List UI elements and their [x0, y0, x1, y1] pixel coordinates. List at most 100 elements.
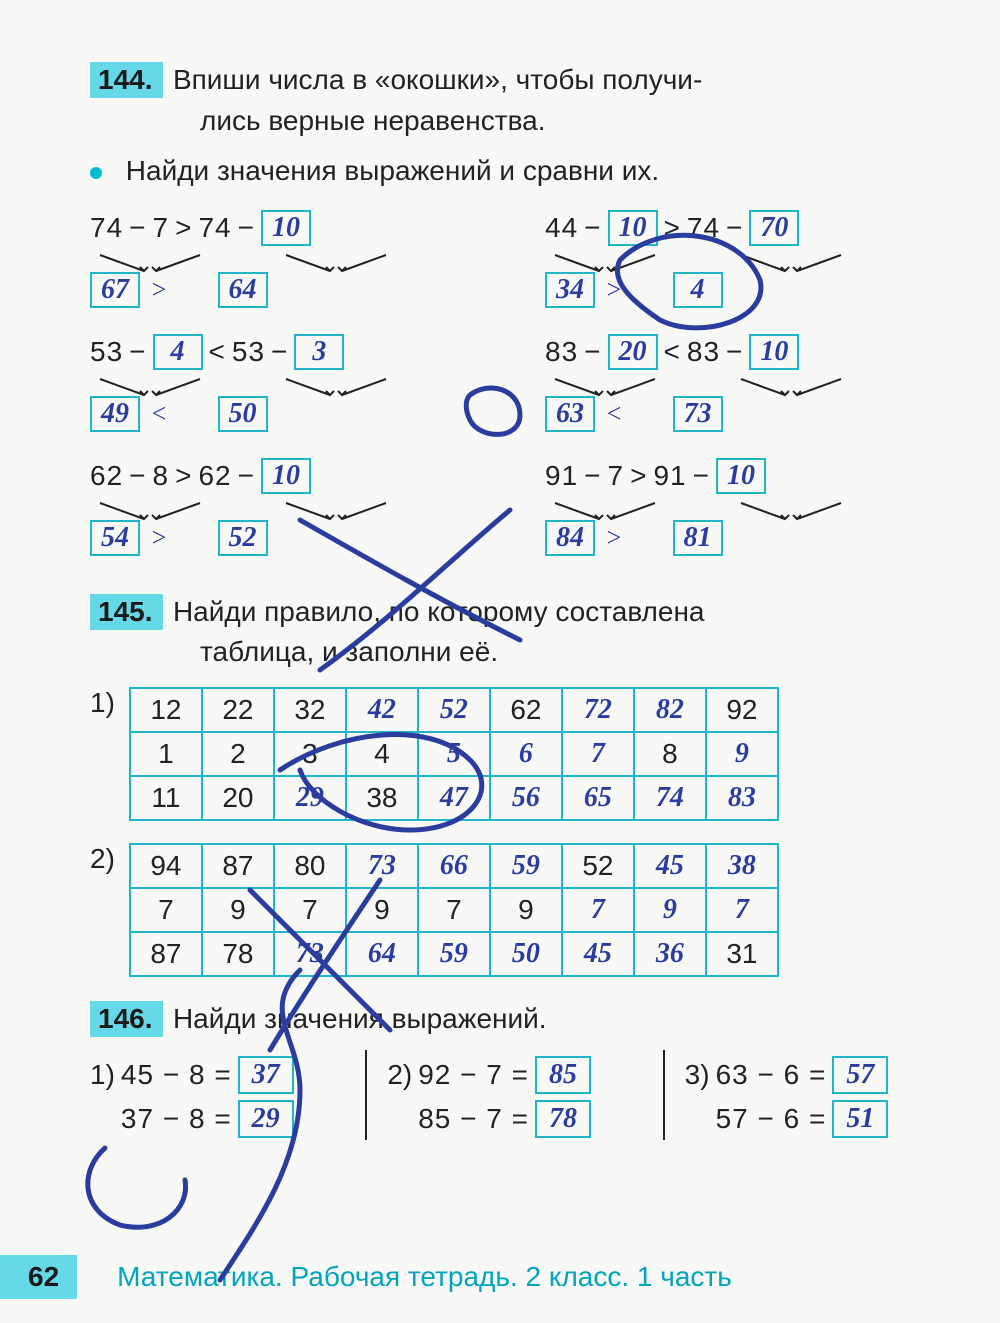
- expression-text: 63 − 6 =: [716, 1059, 827, 1091]
- fill-box: 10: [261, 458, 311, 494]
- expression-row: 2) 92 − 7 = 85: [387, 1056, 642, 1094]
- operator: −: [238, 212, 255, 244]
- table-cell: 52: [418, 688, 490, 732]
- table-cell: 9: [706, 732, 778, 776]
- result-comparison: >: [605, 523, 623, 553]
- table-cell: 82: [634, 688, 706, 732]
- arrow-pair-icon: [90, 250, 210, 272]
- fill-box: 10: [749, 334, 799, 370]
- result-box: 4: [673, 272, 723, 308]
- table-cell: 32: [274, 688, 346, 732]
- operator: −: [726, 212, 743, 244]
- result-comparison: >: [150, 275, 168, 305]
- expression-column: 3) 63 − 6 = 57 0) 57 − 6 = 51: [685, 1050, 940, 1144]
- task-146-columns: 1) 45 − 8 = 37 0) 37 − 8 = 29 2) 92 − 7 …: [90, 1050, 940, 1144]
- result-box: 81: [673, 520, 723, 556]
- table-cell: 73: [274, 932, 346, 976]
- table-cell: 73: [346, 844, 418, 888]
- operator: −: [726, 336, 743, 368]
- table-cell: 1: [130, 732, 202, 776]
- table-cell: 5: [418, 732, 490, 776]
- expression-row: 3) 63 − 6 = 57: [685, 1056, 940, 1094]
- expression-row: 0) 85 − 7 = 78: [387, 1100, 642, 1138]
- arrow-pair-icon: [545, 250, 665, 272]
- table-cell: 38: [346, 776, 418, 820]
- comparison: <: [664, 336, 681, 368]
- arrow-pair-icon: [731, 250, 851, 272]
- table-cell: 4: [346, 732, 418, 776]
- operator: −: [584, 336, 601, 368]
- inequality-block: 44 − 10 > 74 − 70 34 > 4: [545, 210, 940, 308]
- table-cell: 3: [274, 732, 346, 776]
- result-comparison: >: [605, 275, 623, 305]
- comparison: <: [209, 336, 226, 368]
- table-cell: 31: [706, 932, 778, 976]
- table-index: 2): [90, 843, 115, 875]
- arrow-pair-icon: [276, 250, 396, 272]
- table-cell: 56: [490, 776, 562, 820]
- expression-row: 1) 45 − 8 = 37: [90, 1056, 345, 1094]
- table-cell: 9: [202, 888, 274, 932]
- number-table: 1222324252627282921234567891120293847566…: [129, 687, 779, 821]
- table-cell: 38: [706, 844, 778, 888]
- result-box: 73: [673, 396, 723, 432]
- expression-column: 2) 92 − 7 = 85 0) 85 − 7 = 78: [387, 1050, 642, 1144]
- table-cell: 42: [346, 688, 418, 732]
- operator: −: [129, 212, 146, 244]
- answer-box: 51: [832, 1100, 888, 1138]
- operand-b: 8: [153, 460, 170, 492]
- answer-box: 29: [238, 1100, 294, 1138]
- table-cell: 9: [634, 888, 706, 932]
- table-cell: 8: [634, 732, 706, 776]
- table-cell: 22: [202, 688, 274, 732]
- table-row: 797979797: [130, 888, 778, 932]
- expression-text: 85 − 7 =: [418, 1103, 529, 1135]
- table-cell: 59: [490, 844, 562, 888]
- table-cell: 11: [130, 776, 202, 820]
- table-cell: 9: [346, 888, 418, 932]
- fill-box: 3: [294, 334, 344, 370]
- arrow-pair-icon: [731, 374, 851, 396]
- table-cell: 66: [418, 844, 490, 888]
- bullet-icon: [90, 167, 102, 179]
- arrow-pair-icon: [90, 498, 210, 520]
- table-cell: 72: [562, 688, 634, 732]
- operand-c: 83: [687, 336, 720, 368]
- task-145-line1: Найди правило, по которому составлена: [173, 596, 705, 627]
- table-cell: 74: [634, 776, 706, 820]
- column-divider: [365, 1050, 367, 1140]
- result-box: 52: [218, 520, 268, 556]
- task-number-144: 144.: [90, 62, 163, 98]
- operand-b: 7: [153, 212, 170, 244]
- comparison: >: [175, 212, 192, 244]
- table-cell: 94: [130, 844, 202, 888]
- result-comparison: <: [150, 399, 168, 429]
- answer-box: 85: [535, 1056, 591, 1094]
- comparison: >: [175, 460, 192, 492]
- task-146-head: 146. Найди значения выражений.: [90, 999, 940, 1040]
- inequality-block: 74 − 7 > 74 − 10 67 > 64: [90, 210, 485, 308]
- arrow-pair-icon: [90, 374, 210, 396]
- operand-c: 62: [198, 460, 231, 492]
- operator: −: [271, 336, 288, 368]
- comparison: >: [630, 460, 647, 492]
- table-cell: 9: [490, 888, 562, 932]
- table-cell: 83: [706, 776, 778, 820]
- arrow-pair-icon: [731, 498, 851, 520]
- col-index: 1): [90, 1059, 115, 1091]
- operand-c: 53: [232, 336, 265, 368]
- table-cell: 36: [634, 932, 706, 976]
- table-cell: 7: [274, 888, 346, 932]
- comparison: >: [664, 212, 681, 244]
- table-cell: 62: [490, 688, 562, 732]
- task-144-head: 144. Впиши числа в «окошки», чтобы получ…: [90, 60, 940, 141]
- fill-box: 70: [749, 210, 799, 246]
- task-number-146: 146.: [90, 1001, 163, 1037]
- table-cell: 64: [346, 932, 418, 976]
- result-comparison: >: [150, 523, 168, 553]
- operand-a: 91: [545, 460, 578, 492]
- fill-box: 10: [608, 210, 658, 246]
- table-cell: 12: [130, 688, 202, 732]
- task-144-line1: Впиши числа в «окошки», чтобы получи-: [173, 64, 702, 95]
- table-cell: 20: [202, 776, 274, 820]
